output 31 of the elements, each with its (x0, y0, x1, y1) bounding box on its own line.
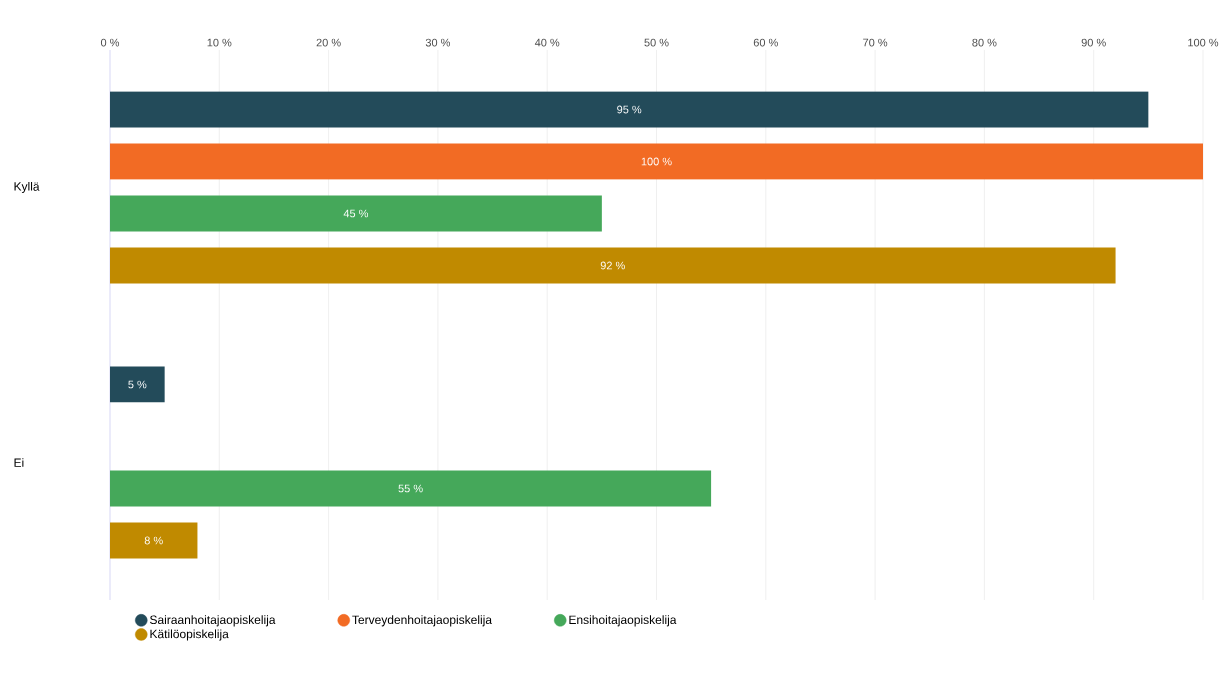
x-tick-label: 0 % (100, 38, 120, 47)
bar (110, 470, 712, 507)
data-label: 45 % (343, 209, 369, 218)
x-tick-label: 60 % (753, 38, 778, 47)
data-label: 100 % (641, 157, 672, 166)
x-tick-label: 20 % (316, 38, 341, 47)
y-tick-label: Kyllä (14, 181, 40, 194)
x-tick-label: 30 % (425, 38, 451, 47)
x-tick-label: 100 % (1188, 38, 1219, 47)
x-tick-label: 80 % (972, 38, 997, 47)
bar (110, 143, 1203, 180)
data-label: 55 % (398, 484, 423, 493)
x-tick-label: 90 % (1081, 38, 1106, 47)
bar (110, 522, 198, 559)
bar (110, 195, 602, 232)
bar (110, 247, 1116, 284)
legend-label: Ensihoitajaopiskelija (569, 615, 677, 627)
legend-label: Terveydenhoitajaopiskelija (352, 615, 493, 627)
data-label: 95 % (617, 105, 642, 114)
y-tick-label: Ei (14, 458, 24, 467)
legend-label: Sairaanhoitajaopiskelija (150, 615, 276, 627)
data-label: 8 % (144, 536, 163, 545)
x-tick-label: 50 % (644, 38, 669, 47)
data-label: 92 % (600, 261, 625, 270)
legend-label: Kätilöopiskelija (150, 629, 229, 641)
x-tick-label: 40 % (534, 38, 560, 47)
bar (110, 366, 165, 403)
data-label: 5 % (128, 380, 147, 389)
bar (110, 91, 1149, 128)
x-tick-label: 70 % (863, 38, 888, 47)
x-tick-label: 10 % (207, 38, 232, 47)
